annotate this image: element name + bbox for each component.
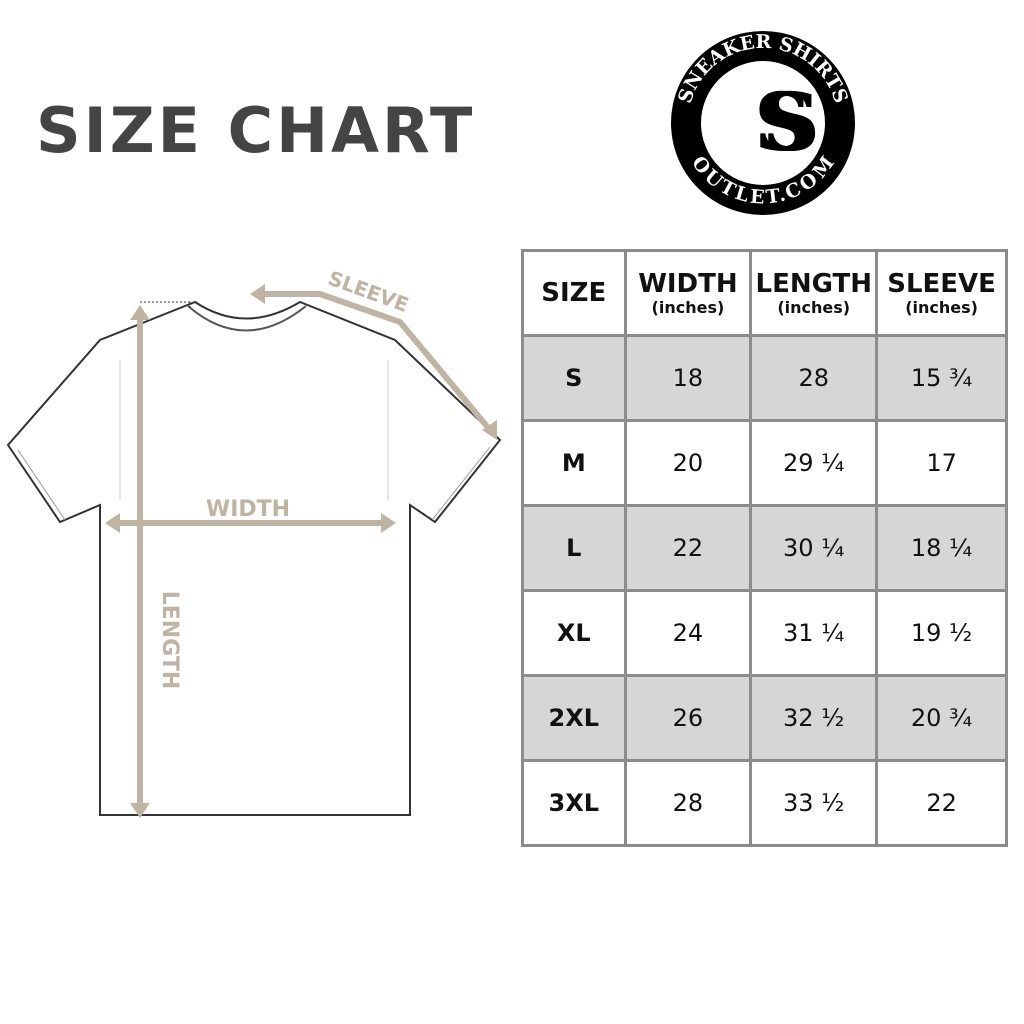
- header-width: WIDTH (inches): [623, 249, 753, 337]
- table-row: XL 24 31 ¼ 19 ½: [521, 589, 1008, 677]
- table-row: 3XL 28 33 ½ 22: [521, 759, 1008, 847]
- length-cell: 31 ¼: [749, 589, 879, 677]
- size-cell: 3XL: [521, 759, 627, 847]
- sleeve-cell: 19 ½: [875, 589, 1008, 677]
- table-header-row: SIZE WIDTH (inches) LENGTH (inches) SLEEVE…: [521, 249, 1008, 337]
- width-label: WIDTH: [206, 497, 290, 522]
- header-label: WIDTH: [638, 268, 738, 299]
- header-unit: (inches): [777, 297, 851, 317]
- sleeve-cell: 20 ¾: [875, 674, 1008, 762]
- width-cell: 20: [623, 419, 753, 507]
- length-cell: 30 ¼: [749, 504, 879, 592]
- table-row: M 20 29 ¼ 17: [521, 419, 1008, 507]
- width-cell: 22: [623, 504, 753, 592]
- header-label: LENGTH: [755, 268, 872, 299]
- table-row: 2XL 26 32 ½ 20 ¾: [521, 674, 1008, 762]
- size-cell: XL: [521, 589, 627, 677]
- length-cell: 32 ½: [749, 674, 879, 762]
- table-row: S 18 28 15 ¾: [521, 334, 1008, 422]
- sleeve-cell: 15 ¾: [875, 334, 1008, 422]
- header-sleeve: SLEEVE (inches): [875, 249, 1008, 337]
- header-label: SLEEVE: [887, 268, 996, 299]
- page-title: SIZE CHART: [36, 94, 476, 167]
- sleeve-arrow: [262, 291, 493, 432]
- header-unit: (inches): [651, 297, 725, 317]
- length-cell: 33 ½: [749, 759, 879, 847]
- tshirt-outline: [6, 300, 502, 816]
- header-size: SIZE: [521, 249, 627, 337]
- measure-arrows: [105, 284, 497, 818]
- size-cell: M: [521, 419, 627, 507]
- size-cell: 2XL: [521, 674, 627, 762]
- header-unit: (inches): [905, 297, 978, 317]
- width-cell: 18: [623, 334, 753, 422]
- brand-logo: SNEAKER SHIRTS OUTLET.COM SS: [671, 31, 858, 215]
- size-cell: S: [521, 334, 627, 422]
- sleeve-cell: 18 ¼: [875, 504, 1008, 592]
- tshirt-diagram: WIDTH LENGTH SLEEVE: [6, 270, 502, 818]
- size-table: SIZE WIDTH (inches) LENGTH (inches) SLEEVE…: [521, 249, 1008, 847]
- width-cell: 24: [623, 589, 753, 677]
- width-cell: 28: [623, 759, 753, 847]
- width-cell: 26: [623, 674, 753, 762]
- length-cell: 28: [749, 334, 879, 422]
- size-cell: L: [521, 504, 627, 592]
- header-label: SIZE: [541, 278, 607, 308]
- header-length: LENGTH (inches): [749, 249, 879, 337]
- sleeve-cell: 17: [875, 419, 1008, 507]
- sleeve-cell: 22: [875, 759, 1008, 847]
- length-label: LENGTH: [157, 591, 182, 690]
- table-row: L 22 30 ¼ 18 ¼: [521, 504, 1008, 592]
- length-cell: 29 ¼: [749, 419, 879, 507]
